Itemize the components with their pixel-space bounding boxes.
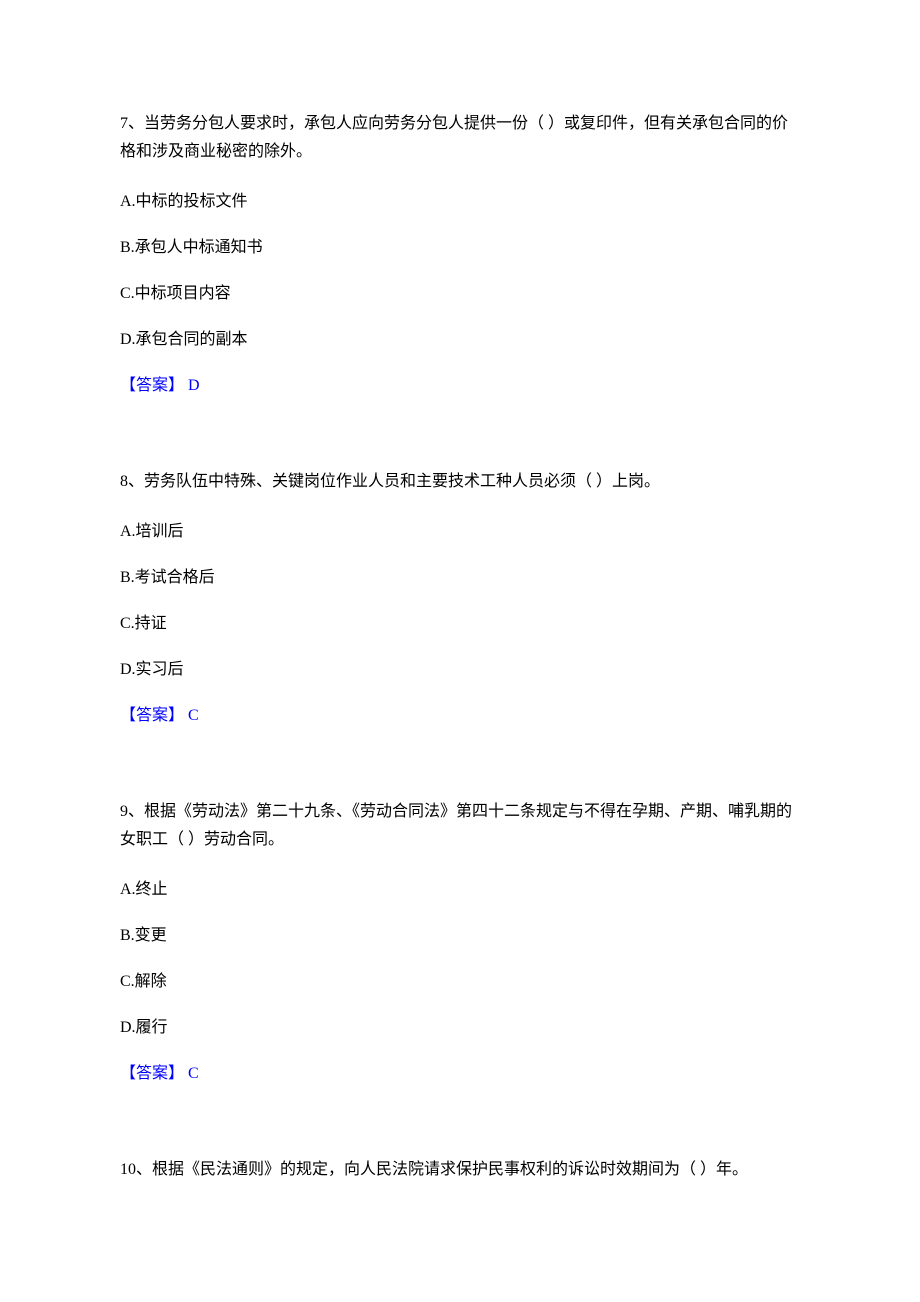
question-7: 7、当劳务分包人要求时，承包人应向劳务分包人提供一份（ ）或复印件，但有关承包合… bbox=[120, 110, 800, 398]
option-d: D.实习后 bbox=[120, 658, 800, 682]
answer-label: 【答案】 C bbox=[120, 704, 800, 728]
option-a: A.中标的投标文件 bbox=[120, 190, 800, 214]
option-d: D.履行 bbox=[120, 1016, 800, 1040]
question-9: 9、根据《劳动法》第二十九条、《劳动合同法》第四十二条规定与不得在孕期、产期、哺… bbox=[120, 798, 800, 1086]
option-b: B.考试合格后 bbox=[120, 566, 800, 590]
answer-label: 【答案】 D bbox=[120, 374, 800, 398]
question-10: 10、根据《民法通则》的规定，向人民法院请求保护民事权利的诉讼时效期间为（ ）年… bbox=[120, 1156, 800, 1184]
option-c: C.中标项目内容 bbox=[120, 282, 800, 306]
question-text: 8、劳务队伍中特殊、关键岗位作业人员和主要技术工种人员必须（ ）上岗。 bbox=[120, 468, 800, 496]
option-b: B.承包人中标通知书 bbox=[120, 236, 800, 260]
question-8: 8、劳务队伍中特殊、关键岗位作业人员和主要技术工种人员必须（ ）上岗。 A.培训… bbox=[120, 468, 800, 728]
option-a: A.终止 bbox=[120, 878, 800, 902]
option-c: C.解除 bbox=[120, 970, 800, 994]
question-text: 9、根据《劳动法》第二十九条、《劳动合同法》第四十二条规定与不得在孕期、产期、哺… bbox=[120, 798, 800, 854]
option-b: B.变更 bbox=[120, 924, 800, 948]
option-c: C.持证 bbox=[120, 612, 800, 636]
option-d: D.承包合同的副本 bbox=[120, 328, 800, 352]
question-text: 10、根据《民法通则》的规定，向人民法院请求保护民事权利的诉讼时效期间为（ ）年… bbox=[120, 1156, 800, 1184]
option-a: A.培训后 bbox=[120, 520, 800, 544]
answer-label: 【答案】 C bbox=[120, 1062, 800, 1086]
question-text: 7、当劳务分包人要求时，承包人应向劳务分包人提供一份（ ）或复印件，但有关承包合… bbox=[120, 110, 800, 166]
